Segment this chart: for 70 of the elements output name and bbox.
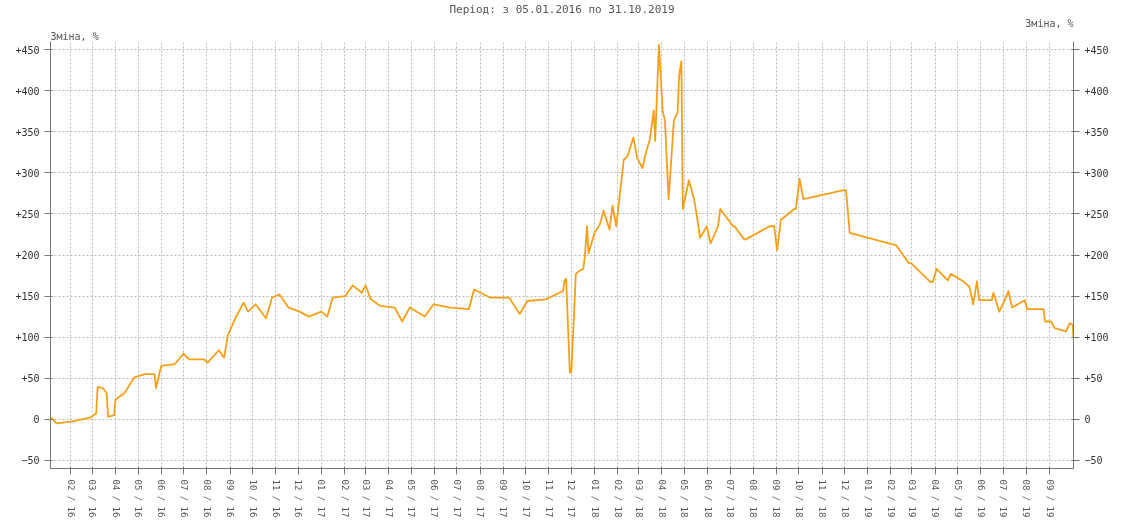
y-tick-label: 0 bbox=[33, 414, 40, 426]
x-tick-label: 12 / 18 bbox=[839, 479, 850, 518]
x-tick-label: 05 / 16 bbox=[133, 479, 144, 518]
y2-axis-title: Зміна, % bbox=[1025, 17, 1074, 29]
x-tick-label: 03 / 16 bbox=[87, 479, 98, 518]
x-tick-label: 01 / 17 bbox=[316, 479, 327, 518]
x-tick-label: 04 / 18 bbox=[656, 479, 667, 518]
y2-tick-label: +150 bbox=[1084, 291, 1109, 303]
y2-tick-label: +350 bbox=[1084, 126, 1109, 138]
x-tick-label: 06 / 19 bbox=[975, 479, 986, 518]
y-tick-label: +400 bbox=[15, 85, 40, 97]
y-tick-label: +350 bbox=[15, 126, 40, 138]
y-tick-label: +100 bbox=[15, 332, 40, 344]
chart-subtitle: Період: з 05.01.2016 по 31.10.2019 bbox=[449, 2, 675, 16]
x-tick-label: 02 / 19 bbox=[885, 479, 896, 518]
x-tick-label: 01 / 18 bbox=[589, 479, 600, 518]
y2-tick-label: +450 bbox=[1084, 44, 1109, 56]
y-tick-label: +200 bbox=[15, 250, 40, 261]
x-tick-label: 11 / 17 bbox=[543, 479, 554, 518]
y2-tick-label: +250 bbox=[1084, 208, 1109, 220]
y2-tick-label: −50 bbox=[1084, 455, 1103, 467]
x-tick-label: 08 / 17 bbox=[475, 479, 486, 518]
x-tick-label: 11 / 16 bbox=[270, 479, 281, 518]
x-tick-label: 07 / 17 bbox=[451, 479, 462, 518]
x-tick-label: 03 / 17 bbox=[360, 479, 371, 518]
y2-tick-label: +100 bbox=[1084, 332, 1109, 344]
x-tick-label: 08 / 18 bbox=[748, 479, 759, 518]
x-tick-label: 11 / 18 bbox=[817, 479, 828, 518]
x-tick-label: 12 / 16 bbox=[293, 479, 304, 518]
x-tick-label: 09 / 16 bbox=[225, 479, 236, 518]
x-tick-label: 08 / 16 bbox=[201, 479, 212, 518]
x-tick-label: 02 / 18 bbox=[612, 479, 623, 518]
x-tick-label: 03 / 19 bbox=[906, 479, 917, 518]
x-tick-label: 06 / 18 bbox=[702, 479, 713, 518]
x-tick-label: 05 / 19 bbox=[952, 479, 963, 518]
x-tick-label: 06 / 16 bbox=[156, 479, 167, 518]
x-tick-label: 08 / 19 bbox=[1021, 479, 1032, 518]
x-tick-label: 09 / 18 bbox=[771, 479, 782, 518]
x-tick-label: 04 / 17 bbox=[383, 479, 394, 518]
x-tick-label: 09 / 19 bbox=[1044, 479, 1055, 518]
x-tick-label: 07 / 16 bbox=[178, 479, 189, 518]
x-tick-label: 02 / 17 bbox=[339, 479, 350, 518]
x-tick-label: 10 / 18 bbox=[793, 479, 804, 518]
y-tick-label: +250 bbox=[15, 208, 40, 220]
line-series bbox=[50, 43, 1074, 425]
x-tick-label: 01 / 19 bbox=[862, 479, 873, 518]
x-tick-label: 07 / 19 bbox=[998, 479, 1009, 518]
y2-tick-label: +300 bbox=[1084, 167, 1109, 179]
x-tick-label: 05 / 18 bbox=[679, 479, 690, 518]
x-tick-label: 12 / 17 bbox=[566, 479, 577, 518]
y-tick-label: +50 bbox=[21, 373, 40, 385]
x-tick-label: 03 / 18 bbox=[633, 479, 644, 518]
y-axis-title: Зміна, % bbox=[50, 30, 99, 42]
y2-tick-label: 0 bbox=[1084, 414, 1091, 426]
y-tick-label: −50 bbox=[21, 455, 40, 467]
x-tick-label: 07 / 18 bbox=[725, 479, 736, 518]
y2-tick-label: +400 bbox=[1084, 85, 1109, 97]
x-tick-label: 09 / 17 bbox=[498, 479, 509, 518]
x-tick-label: 04 / 19 bbox=[930, 479, 941, 518]
y2-tick-label: +200 bbox=[1084, 250, 1109, 261]
y-tick-label: +450 bbox=[15, 44, 40, 56]
x-tick-label: 06 / 17 bbox=[429, 479, 440, 518]
y-tick-label: +150 bbox=[15, 291, 40, 303]
y-tick-label: +300 bbox=[15, 167, 40, 179]
x-tick-label: 04 / 16 bbox=[110, 479, 121, 518]
x-tick-label: 05 / 17 bbox=[406, 479, 417, 518]
y2-tick-label: +50 bbox=[1084, 373, 1103, 385]
x-tick-label: 10 / 16 bbox=[247, 479, 258, 518]
x-tick-label: 02 / 16 bbox=[65, 479, 76, 518]
x-tick-label: 10 / 17 bbox=[520, 479, 531, 518]
